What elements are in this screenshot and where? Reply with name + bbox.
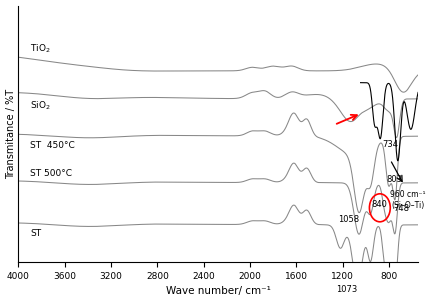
Text: ST 500°C: ST 500°C: [30, 169, 72, 178]
Text: 960 cm⁻¹
(Si–O–Ti): 960 cm⁻¹ (Si–O–Ti): [390, 190, 426, 210]
Text: SiO$_2$: SiO$_2$: [30, 99, 51, 112]
Y-axis label: Transmitance / %T: Transmitance / %T: [6, 89, 16, 179]
Text: 748: 748: [394, 204, 410, 213]
Text: ST: ST: [30, 229, 41, 238]
Text: TiO$_2$: TiO$_2$: [30, 43, 51, 55]
Text: 803: 803: [387, 175, 403, 184]
Text: 734: 734: [382, 140, 398, 149]
Text: 1073: 1073: [336, 285, 358, 294]
X-axis label: Wave number/ cm⁻¹: Wave number/ cm⁻¹: [166, 286, 271, 297]
Text: 840: 840: [371, 200, 387, 209]
Text: ST  450°C: ST 450°C: [30, 140, 74, 149]
Text: 1058: 1058: [338, 215, 359, 224]
